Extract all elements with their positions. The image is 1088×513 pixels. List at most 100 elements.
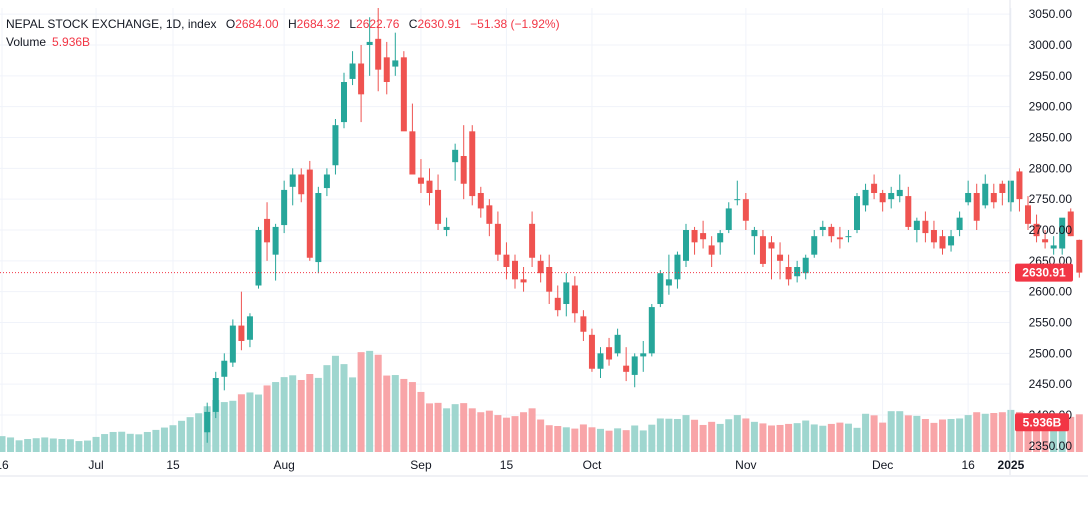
candle-body (221, 360, 228, 377)
candle (751, 226, 758, 255)
volume-bar (759, 423, 767, 452)
candle-body (648, 307, 655, 354)
volume-bar (537, 419, 545, 452)
candle-body (349, 63, 356, 79)
candle (494, 211, 501, 261)
volume-bar (340, 364, 348, 452)
volume-bar (827, 423, 835, 452)
volume-bar (913, 415, 921, 452)
candle-body (315, 193, 322, 263)
volume-bar (921, 418, 929, 452)
candle (836, 226, 843, 249)
candle (1016, 168, 1023, 212)
volume-bar (870, 415, 878, 452)
candle (691, 226, 698, 255)
candle (486, 199, 493, 237)
candle-body (246, 316, 253, 340)
candle (982, 174, 989, 209)
time-tick-label: 15 (166, 458, 180, 472)
volume-bar (220, 402, 228, 452)
volume-bar (733, 415, 741, 452)
volume-bar (15, 440, 23, 452)
volume-bar (349, 377, 357, 452)
volume-bar (152, 429, 160, 452)
candle (999, 180, 1006, 206)
close-value: 2630.91 (417, 17, 461, 31)
candle-body (819, 226, 826, 230)
candle (460, 125, 467, 200)
candle (221, 353, 228, 391)
candle (588, 328, 595, 372)
candle-body (708, 245, 715, 255)
volume-bar (280, 377, 288, 452)
volume-bar (776, 424, 784, 452)
volume-bar (562, 427, 570, 452)
volume-bar (511, 416, 519, 452)
candle (606, 337, 613, 366)
volume-bar (143, 431, 151, 452)
time-tick-label: Jul (88, 458, 103, 472)
candle (640, 341, 647, 372)
candle (871, 174, 878, 200)
candle-body (930, 230, 937, 243)
low-value: 2622.76 (356, 17, 400, 31)
candle-body (546, 267, 553, 292)
open-label: O (225, 17, 236, 31)
candle-body (802, 257, 809, 274)
candle (375, 8, 382, 92)
volume-bar (84, 440, 91, 452)
candle-body (640, 353, 647, 357)
candle-body (683, 230, 689, 261)
volume-bar (451, 404, 459, 452)
time-tick-label: 2025 (998, 458, 1025, 472)
candle (426, 168, 433, 206)
volume-bar (434, 402, 442, 452)
volume-bar (579, 424, 587, 452)
candle (674, 251, 681, 289)
candle (785, 254, 792, 286)
volume-bar (417, 391, 425, 452)
time-tick-label: 16 (0, 458, 9, 472)
volume-bar (178, 420, 186, 452)
volume-bar (520, 412, 528, 452)
candle-body (512, 260, 518, 280)
volume-bar (126, 433, 134, 452)
candle (246, 313, 253, 348)
candle-body (281, 189, 288, 226)
candle-body (913, 220, 920, 230)
candle (819, 220, 826, 237)
volume-bar (485, 410, 493, 452)
candle (973, 183, 980, 230)
volume-bar (597, 428, 604, 452)
volume-bar (896, 411, 904, 452)
candle (349, 51, 356, 86)
volume-bar (195, 413, 203, 452)
candle (400, 51, 407, 132)
volume-bar (32, 438, 40, 452)
candle-body (341, 82, 347, 123)
volume-bar (1041, 417, 1049, 452)
candle-body (580, 316, 587, 332)
candle (879, 189, 886, 212)
candle-body (426, 180, 433, 193)
volume-bar (101, 434, 109, 452)
candle (571, 276, 578, 323)
volume-bar (973, 412, 981, 452)
candle-body (768, 242, 775, 249)
price-tick-label: 2600.00 (1029, 285, 1073, 299)
candle (1025, 196, 1031, 230)
last-price-badge: 2630.91 (1015, 263, 1073, 282)
price-tick-label: 2800.00 (1029, 161, 1073, 175)
volume-bar (862, 413, 870, 452)
volume-bar (289, 375, 297, 452)
candle (383, 41, 390, 95)
price-tick-label: 3050.00 (1029, 7, 1073, 21)
volume-bar (716, 423, 724, 452)
candle (802, 254, 809, 280)
candle-body (452, 149, 459, 163)
price-tick-label: 2950.00 (1029, 69, 1073, 83)
volume-bar (673, 418, 681, 452)
volume-bar (648, 424, 656, 452)
